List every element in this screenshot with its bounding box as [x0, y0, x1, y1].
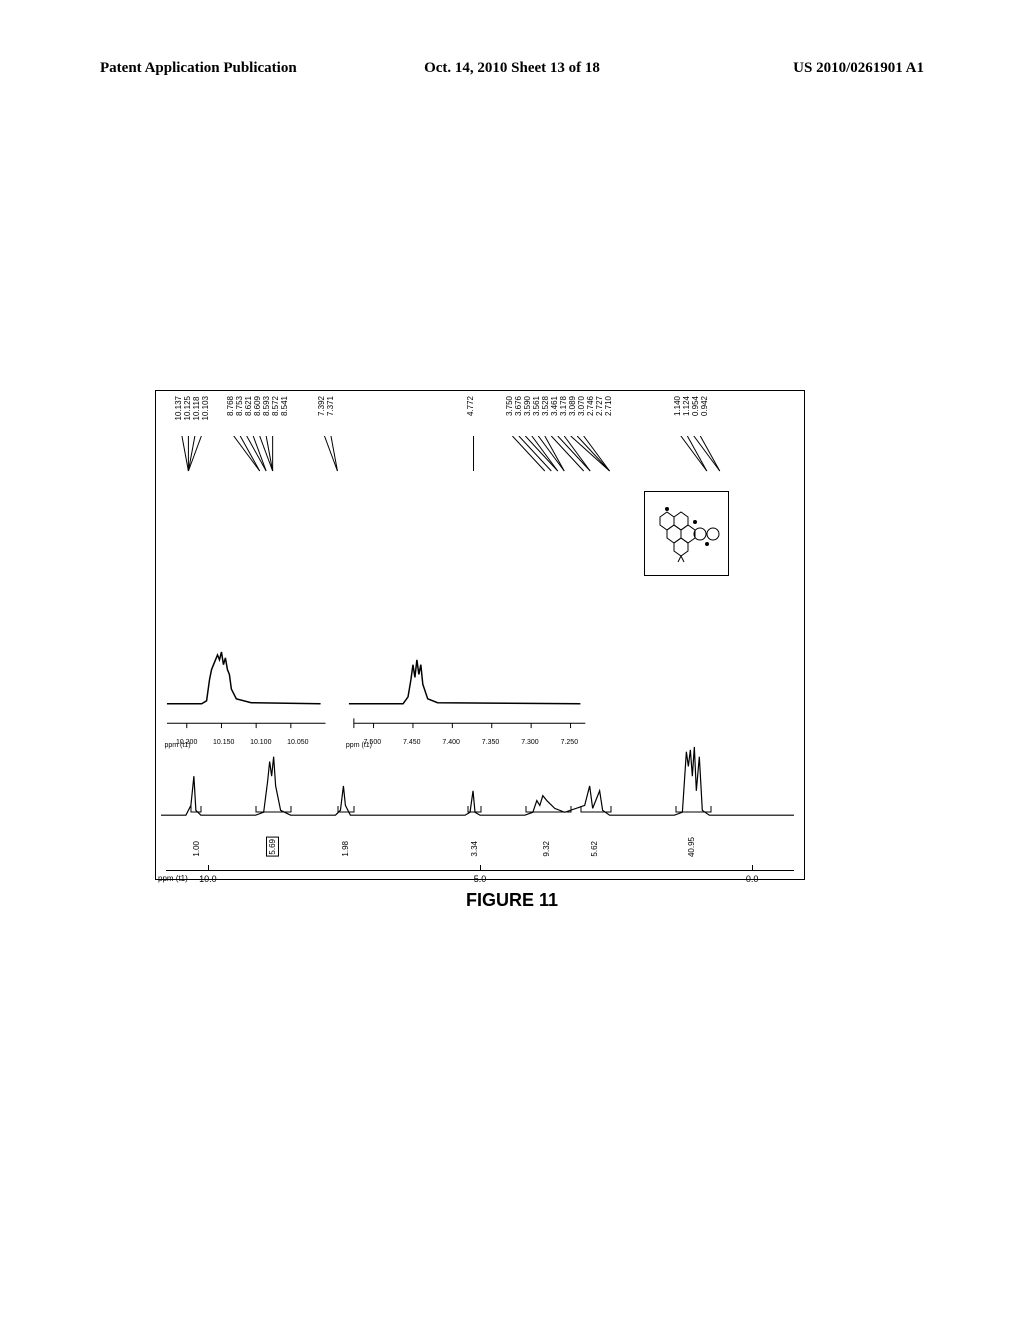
- peak-val: 2.746: [587, 396, 595, 416]
- peak-val: 2.710: [605, 396, 613, 416]
- peak-val: 0.942: [701, 396, 709, 416]
- integration-value: 5.62: [590, 841, 599, 857]
- inset-spectrum-right: 7.500 7.450 7.400 7.350 7.300 7.250 ppm …: [344, 611, 590, 748]
- peak-group-6: 1.140 1.124 0.954 0.942: [674, 396, 709, 416]
- x-tick-label: 10.0: [199, 874, 217, 884]
- integration-value: 5.69: [266, 837, 279, 857]
- integration-value: 1.98: [341, 841, 350, 857]
- peak-val: 7.371: [327, 396, 335, 416]
- peak-val: 3.178: [560, 396, 568, 416]
- header-date-sheet: Oct. 14, 2010 Sheet 13 of 18: [375, 60, 650, 77]
- peak-val: 2.727: [596, 396, 604, 416]
- header-patent-number: US 2010/0261901 A1: [649, 60, 924, 77]
- header-publication: Patent Application Publication: [100, 60, 375, 77]
- nmr-spectrum-figure: 10.137 10.125 10.118 10.103 8.768 8.753 …: [155, 390, 805, 880]
- integration-value: 3.34: [470, 841, 479, 857]
- integration-value: 9.32: [542, 841, 551, 857]
- x-tick: [208, 865, 209, 871]
- peak-val: 3.089: [569, 396, 577, 416]
- peak-val: 3.750: [506, 396, 514, 416]
- peak-group-5: 3.750 3.676 3.590 3.561 3.528 3.461 3.17…: [506, 396, 613, 416]
- x-axis-label: ppm (t1): [158, 874, 188, 883]
- figure-caption: FIGURE 11: [0, 890, 1024, 911]
- x-tick-label: 0.0: [746, 874, 759, 884]
- peak-val: 3.561: [533, 396, 541, 416]
- peak-group-2: 8.768 8.753 8.621 8.609 8.593 8.572 8.54…: [227, 396, 289, 416]
- integration-row: [156, 804, 804, 834]
- x-tick: [480, 865, 481, 871]
- peak-val: 8.541: [281, 396, 289, 416]
- peak-val: 3.528: [542, 396, 550, 416]
- peak-val: 3.070: [578, 396, 586, 416]
- integration-value: 1.00: [192, 841, 201, 857]
- peak-val: 3.676: [515, 396, 523, 416]
- x-tick: [752, 865, 753, 871]
- peak-group-1: 10.137 10.125 10.118 10.103: [175, 396, 210, 420]
- x-tick-label: 5.0: [474, 874, 487, 884]
- peak-val: 4.772: [467, 396, 475, 416]
- integration-value: 40.95: [687, 837, 696, 857]
- molecule-structure: [644, 491, 729, 576]
- peak-val: 7.392: [318, 396, 326, 416]
- peak-val: 10.103: [202, 396, 210, 420]
- peak-val: 3.461: [551, 396, 559, 416]
- peak-val: 3.590: [524, 396, 532, 416]
- patent-header: Patent Application Publication Oct. 14, …: [0, 60, 1024, 77]
- peak-group-3: 7.392 7.371: [318, 396, 335, 416]
- peak-group-4: 4.772: [467, 396, 475, 416]
- inset-spectrum-left: 10.200 10.150 10.100 10.050 ppm (t1): [162, 611, 330, 748]
- peak-connectors: [156, 436, 804, 476]
